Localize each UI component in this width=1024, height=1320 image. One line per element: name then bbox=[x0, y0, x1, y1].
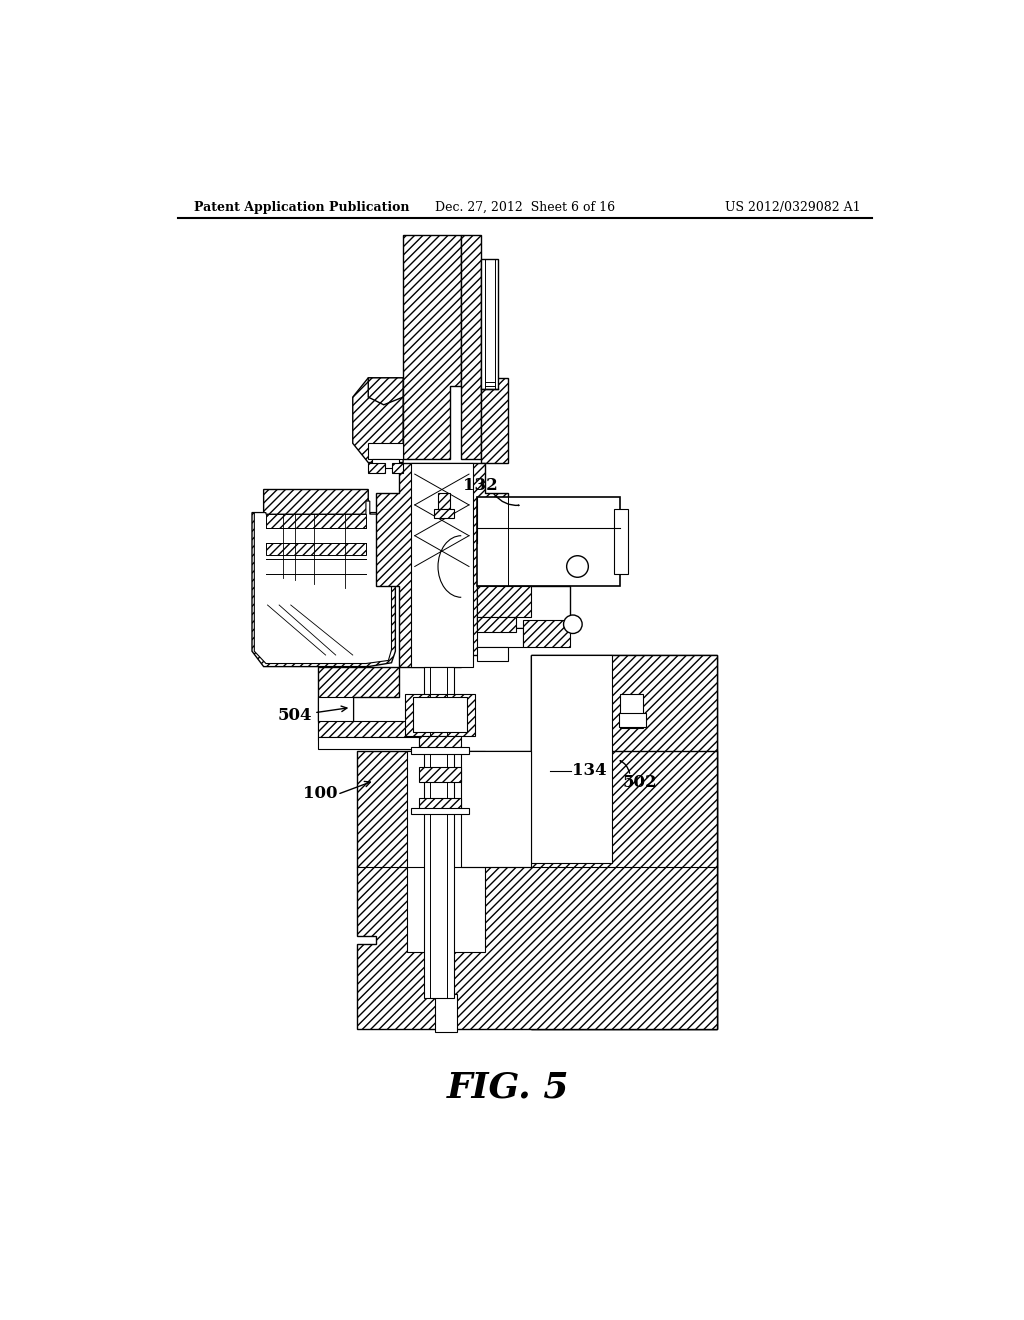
Bar bbox=[438, 494, 450, 508]
Bar bbox=[618, 713, 646, 726]
Bar bbox=[477, 498, 621, 586]
Bar bbox=[435, 994, 457, 1032]
Bar bbox=[372, 459, 399, 469]
Circle shape bbox=[566, 556, 589, 577]
Polygon shape bbox=[461, 235, 480, 459]
Text: US 2012/0329082 A1: US 2012/0329082 A1 bbox=[725, 201, 860, 214]
Polygon shape bbox=[254, 502, 391, 664]
Polygon shape bbox=[376, 462, 508, 667]
Bar bbox=[407, 751, 484, 952]
Bar bbox=[621, 693, 643, 729]
Bar bbox=[477, 628, 523, 647]
Bar bbox=[411, 747, 469, 754]
Bar bbox=[317, 697, 352, 739]
Text: FIG. 5: FIG. 5 bbox=[446, 1071, 569, 1105]
Bar bbox=[477, 586, 569, 628]
Circle shape bbox=[563, 615, 583, 634]
Bar bbox=[531, 655, 612, 863]
Text: 134: 134 bbox=[572, 762, 606, 779]
Polygon shape bbox=[266, 515, 366, 528]
Bar bbox=[419, 797, 461, 809]
Bar bbox=[614, 508, 628, 574]
Text: 132: 132 bbox=[463, 477, 498, 494]
Polygon shape bbox=[369, 378, 403, 405]
Text: 502: 502 bbox=[623, 774, 656, 791]
Text: 504: 504 bbox=[278, 708, 312, 725]
Polygon shape bbox=[266, 544, 366, 554]
Bar bbox=[477, 586, 531, 616]
Bar bbox=[391, 462, 403, 474]
Bar bbox=[411, 462, 473, 667]
Polygon shape bbox=[480, 378, 508, 462]
Bar bbox=[414, 697, 467, 733]
Polygon shape bbox=[531, 655, 717, 867]
Bar bbox=[424, 667, 454, 998]
Bar bbox=[317, 738, 419, 748]
Bar bbox=[406, 693, 475, 737]
Text: Dec. 27, 2012  Sheet 6 of 16: Dec. 27, 2012 Sheet 6 of 16 bbox=[435, 201, 614, 214]
Bar bbox=[531, 655, 717, 867]
Bar bbox=[481, 259, 499, 389]
Bar bbox=[317, 721, 419, 738]
Polygon shape bbox=[531, 867, 717, 1028]
FancyArrowPatch shape bbox=[621, 760, 630, 774]
Bar bbox=[434, 508, 454, 517]
FancyArrowPatch shape bbox=[494, 494, 519, 506]
Polygon shape bbox=[352, 378, 403, 462]
Bar bbox=[477, 616, 515, 632]
Polygon shape bbox=[356, 751, 717, 1028]
Polygon shape bbox=[523, 655, 717, 1028]
Bar bbox=[523, 620, 569, 647]
Bar bbox=[419, 737, 461, 751]
Bar bbox=[419, 767, 461, 781]
Polygon shape bbox=[403, 235, 461, 459]
Text: Patent Application Publication: Patent Application Publication bbox=[194, 201, 410, 214]
Bar bbox=[477, 647, 508, 661]
Text: 100: 100 bbox=[303, 785, 338, 803]
Bar bbox=[461, 751, 531, 867]
Bar bbox=[411, 808, 469, 813]
Bar bbox=[369, 444, 403, 459]
Polygon shape bbox=[252, 490, 395, 667]
Bar bbox=[369, 462, 385, 474]
Polygon shape bbox=[317, 667, 399, 721]
